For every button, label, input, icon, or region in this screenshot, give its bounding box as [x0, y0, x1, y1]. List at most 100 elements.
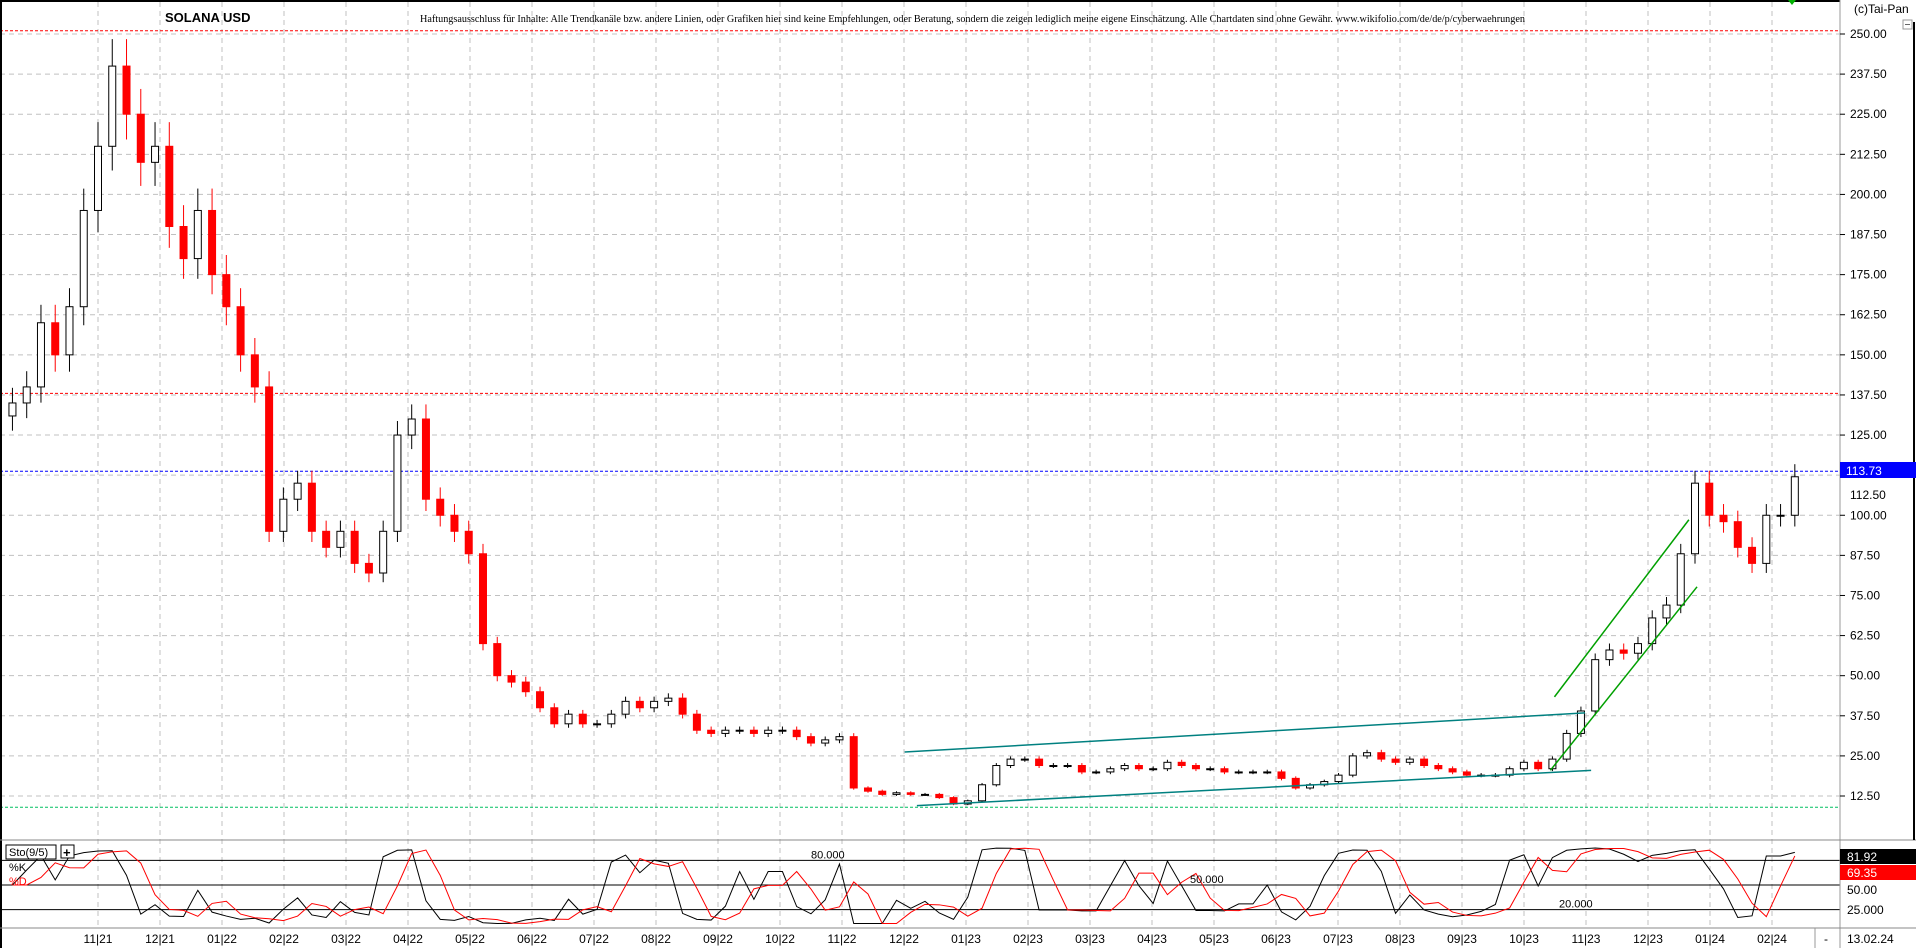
candle	[1733, 510, 1742, 558]
candle-body	[849, 736, 858, 789]
price-axis: 250.00 237.50 225.00 212.50 200.00 187.50 175.…	[1840, 27, 1887, 803]
candle-body	[208, 209, 217, 276]
candle	[621, 696, 630, 719]
candle	[1106, 766, 1115, 775]
candle	[94, 122, 102, 233]
x-tick-label: 03|22	[331, 932, 361, 946]
candle-body	[322, 530, 331, 548]
candle-body	[1776, 514, 1785, 517]
candle	[108, 39, 117, 171]
candle-body	[94, 145, 102, 211]
candle	[478, 543, 487, 651]
candle-body	[364, 562, 373, 574]
candle	[735, 726, 744, 734]
y-tick-label: 225.00	[1850, 107, 1887, 121]
candle	[536, 686, 545, 713]
candle-body	[749, 729, 758, 734]
last-date: 13.02.24	[1847, 932, 1894, 946]
candle	[1134, 763, 1143, 772]
y-tick-label: 12.50	[1850, 789, 1880, 803]
candle-body	[8, 402, 17, 417]
candle-body	[1462, 771, 1471, 776]
candle	[1206, 766, 1215, 772]
candle	[1619, 643, 1628, 660]
k-value: 81.92	[1847, 850, 1877, 864]
plus-icon: +	[63, 845, 71, 860]
d-value-badge	[1840, 865, 1916, 880]
candle-body	[1277, 771, 1286, 779]
candle	[863, 786, 872, 793]
candle-body	[878, 790, 887, 795]
candle	[1191, 763, 1200, 772]
trend-line	[916, 769, 1592, 807]
y-tick-label: 237.50	[1850, 67, 1887, 81]
candle	[36, 304, 45, 403]
candle-body	[136, 113, 145, 163]
candle-body	[1377, 752, 1386, 760]
candle-body	[165, 145, 174, 228]
date-axis: 11|21 12|21 01|22 02|22 03|22 04|22 05|22 06|22…	[84, 932, 1788, 946]
candle	[835, 733, 844, 744]
y-tick-label: 137.50	[1850, 388, 1887, 402]
candle-body	[1120, 765, 1129, 770]
candle	[1220, 766, 1229, 775]
indicator-title: Sto(9/5)	[9, 847, 48, 859]
candle-body	[735, 729, 744, 732]
candle	[1691, 470, 1700, 564]
candle-body	[764, 729, 773, 734]
chart-title: SOLANA USD	[165, 10, 250, 25]
candle-body	[935, 793, 944, 799]
candle-body	[1263, 771, 1272, 774]
x-tick-label: 05|22	[455, 932, 485, 946]
candle-body	[421, 418, 430, 500]
indicator-title-box[interactable]	[5, 844, 57, 860]
candle-body	[536, 691, 545, 709]
candle	[821, 736, 830, 747]
y-tick-label: 25.00	[1850, 749, 1880, 763]
last-price-badge	[1840, 462, 1916, 478]
candle-body	[65, 306, 74, 356]
candle	[1263, 769, 1272, 775]
candle-body	[1348, 755, 1357, 776]
y-tick-label: 162.50	[1850, 308, 1887, 322]
candle-body	[721, 729, 730, 734]
candle	[1605, 643, 1614, 666]
candle	[650, 696, 659, 713]
candle-body	[1291, 777, 1300, 789]
candle	[122, 39, 131, 140]
candle	[1662, 597, 1671, 626]
candle	[792, 726, 801, 741]
candle-body	[650, 700, 659, 709]
x-tick-label: 08|22	[641, 932, 671, 946]
candle-body	[464, 530, 473, 555]
candle	[193, 188, 202, 279]
x-tick-label: 07|23	[1323, 932, 1353, 946]
candle	[493, 636, 502, 682]
candle-body	[892, 792, 901, 795]
candle-body	[1020, 758, 1029, 761]
x-tick-label: 09|22	[703, 932, 733, 946]
x-tick-label: 04|23	[1137, 932, 1167, 946]
candle	[1434, 763, 1443, 772]
candle-body	[507, 675, 516, 683]
candle-body	[1733, 521, 1742, 548]
candle	[550, 703, 559, 728]
candle-body	[36, 322, 45, 388]
y-tick-label: 87.50	[1850, 548, 1880, 562]
add-indicator-button[interactable]	[60, 844, 75, 859]
y-tick-label: 112.50	[1850, 488, 1886, 502]
candle-body	[1334, 774, 1343, 783]
candle	[393, 421, 402, 542]
candle-body	[1134, 765, 1143, 770]
candle	[992, 763, 1001, 787]
candle	[436, 487, 445, 527]
candle-body	[1234, 771, 1243, 774]
candle-body	[992, 765, 1001, 786]
candle	[250, 337, 259, 403]
copyright: (c)Tai-Pan	[1854, 2, 1909, 16]
candle	[364, 553, 373, 583]
candle-body	[79, 209, 88, 308]
candle-body	[350, 530, 359, 564]
x-tick-label: 06|22	[517, 932, 547, 946]
